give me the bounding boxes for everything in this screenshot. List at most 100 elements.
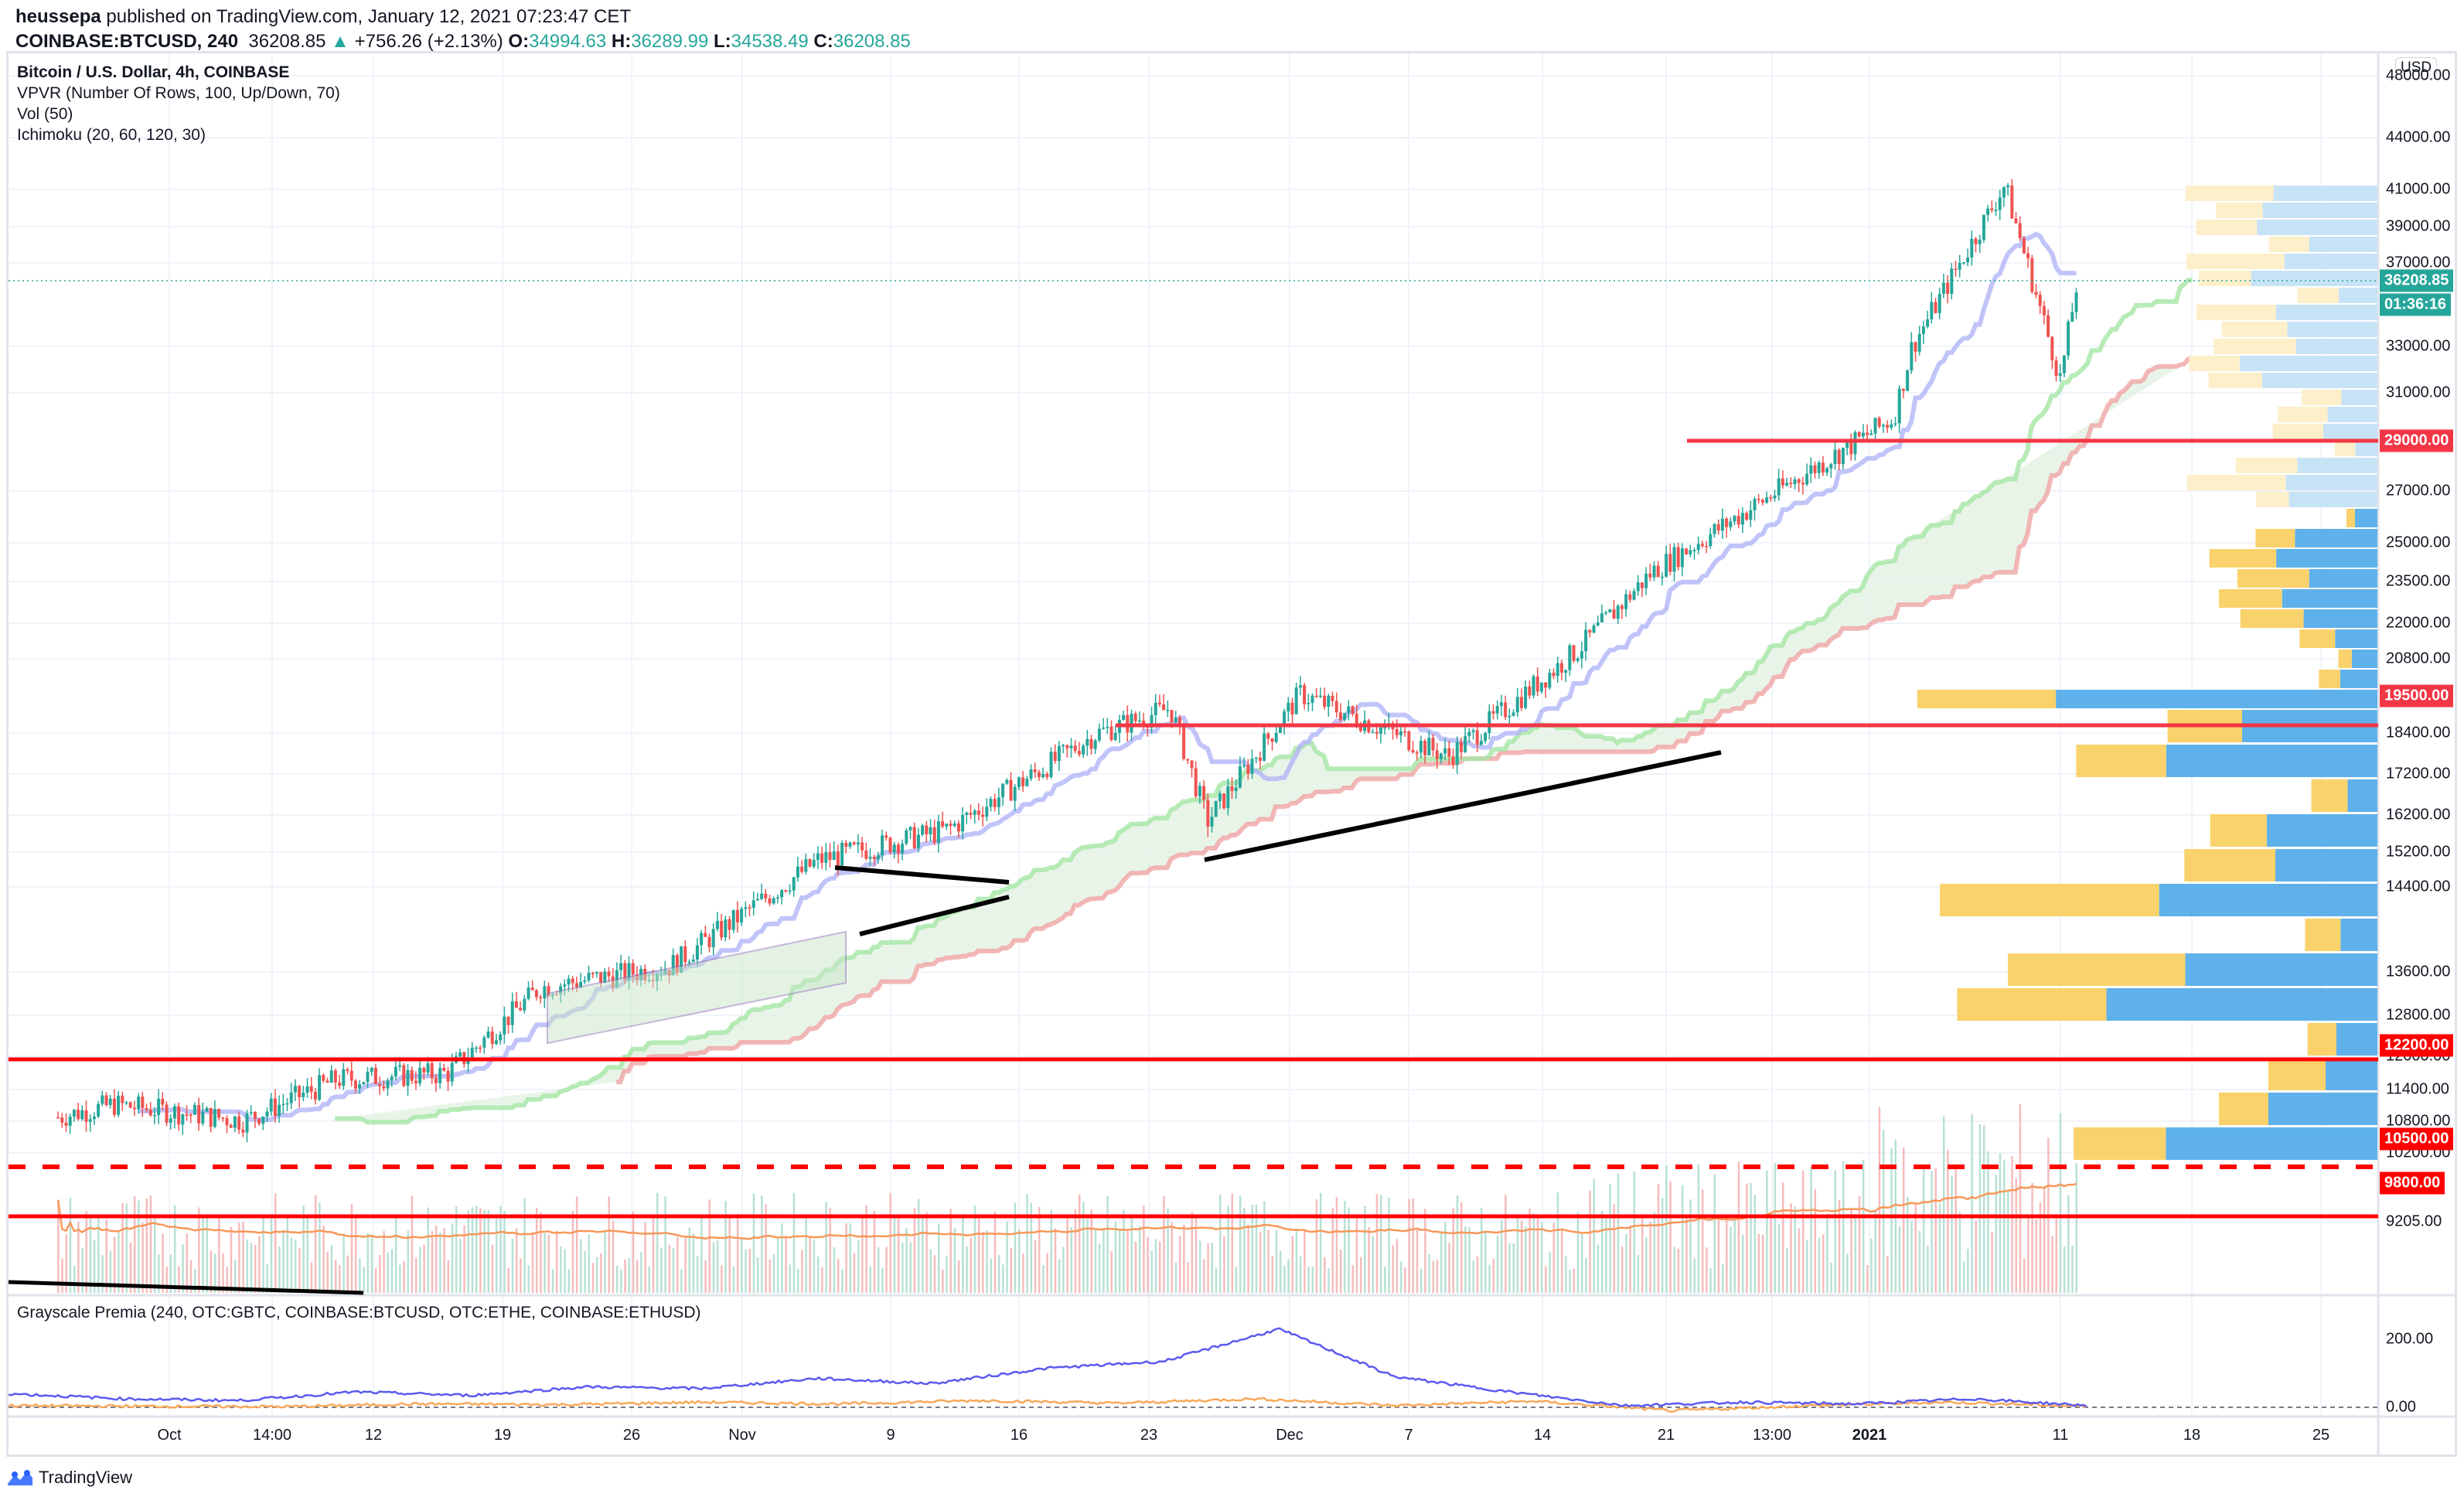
- volume-bar: [1263, 1201, 1266, 1293]
- volume-bar: [560, 1246, 562, 1293]
- candle-body: [796, 866, 799, 878]
- vp-down-bar: [2240, 609, 2304, 628]
- candle-body: [973, 810, 976, 815]
- volume-bar: [118, 1230, 120, 1293]
- volume-bar: [632, 1211, 635, 1293]
- volume-bar: [363, 1267, 365, 1293]
- volume-bar: [1150, 1250, 1154, 1293]
- volume-bar: [346, 1255, 349, 1293]
- volume-bar: [1344, 1201, 1346, 1293]
- vp-up-bar: [2056, 690, 2377, 708]
- candle-body: [989, 799, 993, 807]
- volume-bar: [1781, 1182, 1784, 1293]
- candle-body: [499, 1034, 503, 1041]
- level-12200-badge: 12200.00: [2380, 1034, 2454, 1057]
- volume-bar: [575, 1196, 578, 1293]
- volume-bar: [1251, 1205, 1254, 1293]
- currency-button[interactable]: USD: [2395, 57, 2438, 79]
- candle-body: [1113, 732, 1117, 740]
- volume-bar: [2039, 1202, 2042, 1293]
- candle-body: [373, 1067, 377, 1084]
- volume-bar: [861, 1218, 864, 1293]
- volume-bar: [555, 1230, 558, 1293]
- candle-body: [1435, 750, 1439, 759]
- candle-body: [816, 853, 820, 861]
- candle-body: [486, 1032, 490, 1038]
- volume-bar: [1460, 1202, 1463, 1293]
- candle-body: [249, 1112, 253, 1113]
- legend-vpvr[interactable]: VPVR (Number Of Rows, 100, Up/Down, 70): [17, 84, 340, 102]
- candle-body: [92, 1116, 96, 1120]
- candle-body: [1270, 738, 1274, 742]
- candle-body: [1186, 759, 1190, 761]
- volume-bar: [986, 1230, 988, 1293]
- time-tick: 25: [2312, 1427, 2330, 1444]
- volume-bar: [1295, 1228, 1298, 1293]
- volume-bar: [2031, 1182, 2033, 1293]
- candle-body: [840, 843, 844, 866]
- time-tick: Dec: [1276, 1427, 1304, 1444]
- vp-down-bar: [2338, 650, 2352, 668]
- volume-bar: [57, 1199, 60, 1293]
- volume-bar: [1287, 1259, 1290, 1293]
- candle-body: [241, 1129, 245, 1133]
- candle-body: [1303, 685, 1307, 704]
- legend-volume[interactable]: Vol (50): [17, 105, 73, 123]
- candle-body: [418, 1067, 422, 1084]
- volume-bar: [178, 1266, 180, 1293]
- legend-ichimoku[interactable]: Ichimoku (20, 60, 120, 30): [17, 126, 206, 144]
- author[interactable]: heussepa: [15, 6, 101, 27]
- candle-body: [1499, 702, 1503, 706]
- volume-bar: [1396, 1239, 1399, 1293]
- volume-bar: [359, 1257, 361, 1293]
- volume-bar: [849, 1222, 852, 1293]
- volume-bar: [937, 1222, 940, 1293]
- volume-bar: [374, 1268, 377, 1293]
- candle-body: [1082, 745, 1085, 755]
- candle-body: [981, 814, 985, 817]
- candle-body: [680, 946, 683, 974]
- volume-bar: [962, 1213, 964, 1293]
- volume-bar: [158, 1254, 160, 1293]
- volume-bar: [520, 1258, 522, 1293]
- volume-bar: [917, 1199, 920, 1293]
- candle-body: [861, 842, 864, 851]
- volume-bar: [1078, 1194, 1081, 1293]
- candle-body: [1861, 432, 1865, 437]
- volume-bar: [1505, 1195, 1507, 1293]
- volume-bar: [2055, 1214, 2058, 1293]
- vp-down-bar: [2216, 203, 2263, 218]
- volume-bar: [1399, 1261, 1402, 1293]
- candle-body: [1705, 546, 1709, 547]
- candle-body: [1013, 786, 1017, 801]
- candle-body: [101, 1095, 104, 1104]
- legend-title[interactable]: Bitcoin / U.S. Dollar, 4h, COINBASE: [17, 63, 290, 81]
- tradingview-logo[interactable]: TradingView: [6, 1468, 132, 1488]
- candle-body: [237, 1116, 241, 1130]
- vp-down-bar: [2319, 670, 2340, 688]
- candle-body: [1857, 431, 1861, 437]
- volume-bar: [1726, 1216, 1728, 1293]
- candle-body: [1150, 714, 1154, 728]
- volume-bar: [2027, 1216, 2029, 1293]
- vp-down-bar: [2268, 1058, 2326, 1090]
- volume-bar: [1291, 1236, 1294, 1293]
- volume-bar: [1098, 1243, 1101, 1293]
- candle-body: [780, 890, 784, 898]
- volume-bar: [354, 1215, 357, 1293]
- vp-down-bar: [2302, 390, 2342, 405]
- volume-bar: [366, 1233, 370, 1293]
- candle-body: [932, 827, 936, 843]
- candle-body: [872, 857, 876, 860]
- volume-bar: [1525, 1226, 1527, 1293]
- volume-bar: [1593, 1178, 1596, 1293]
- candle-body: [1660, 576, 1664, 578]
- premia-pane-title[interactable]: Grayscale Premia (240, OTC:GBTC, COINBAS…: [17, 1304, 701, 1321]
- candle-body: [1866, 432, 1869, 435]
- candle-body: [2034, 292, 2038, 295]
- candle-body: [1608, 609, 1612, 612]
- volume-bar: [495, 1215, 498, 1293]
- volume-bar: [1327, 1268, 1330, 1293]
- volume-bar: [503, 1210, 506, 1293]
